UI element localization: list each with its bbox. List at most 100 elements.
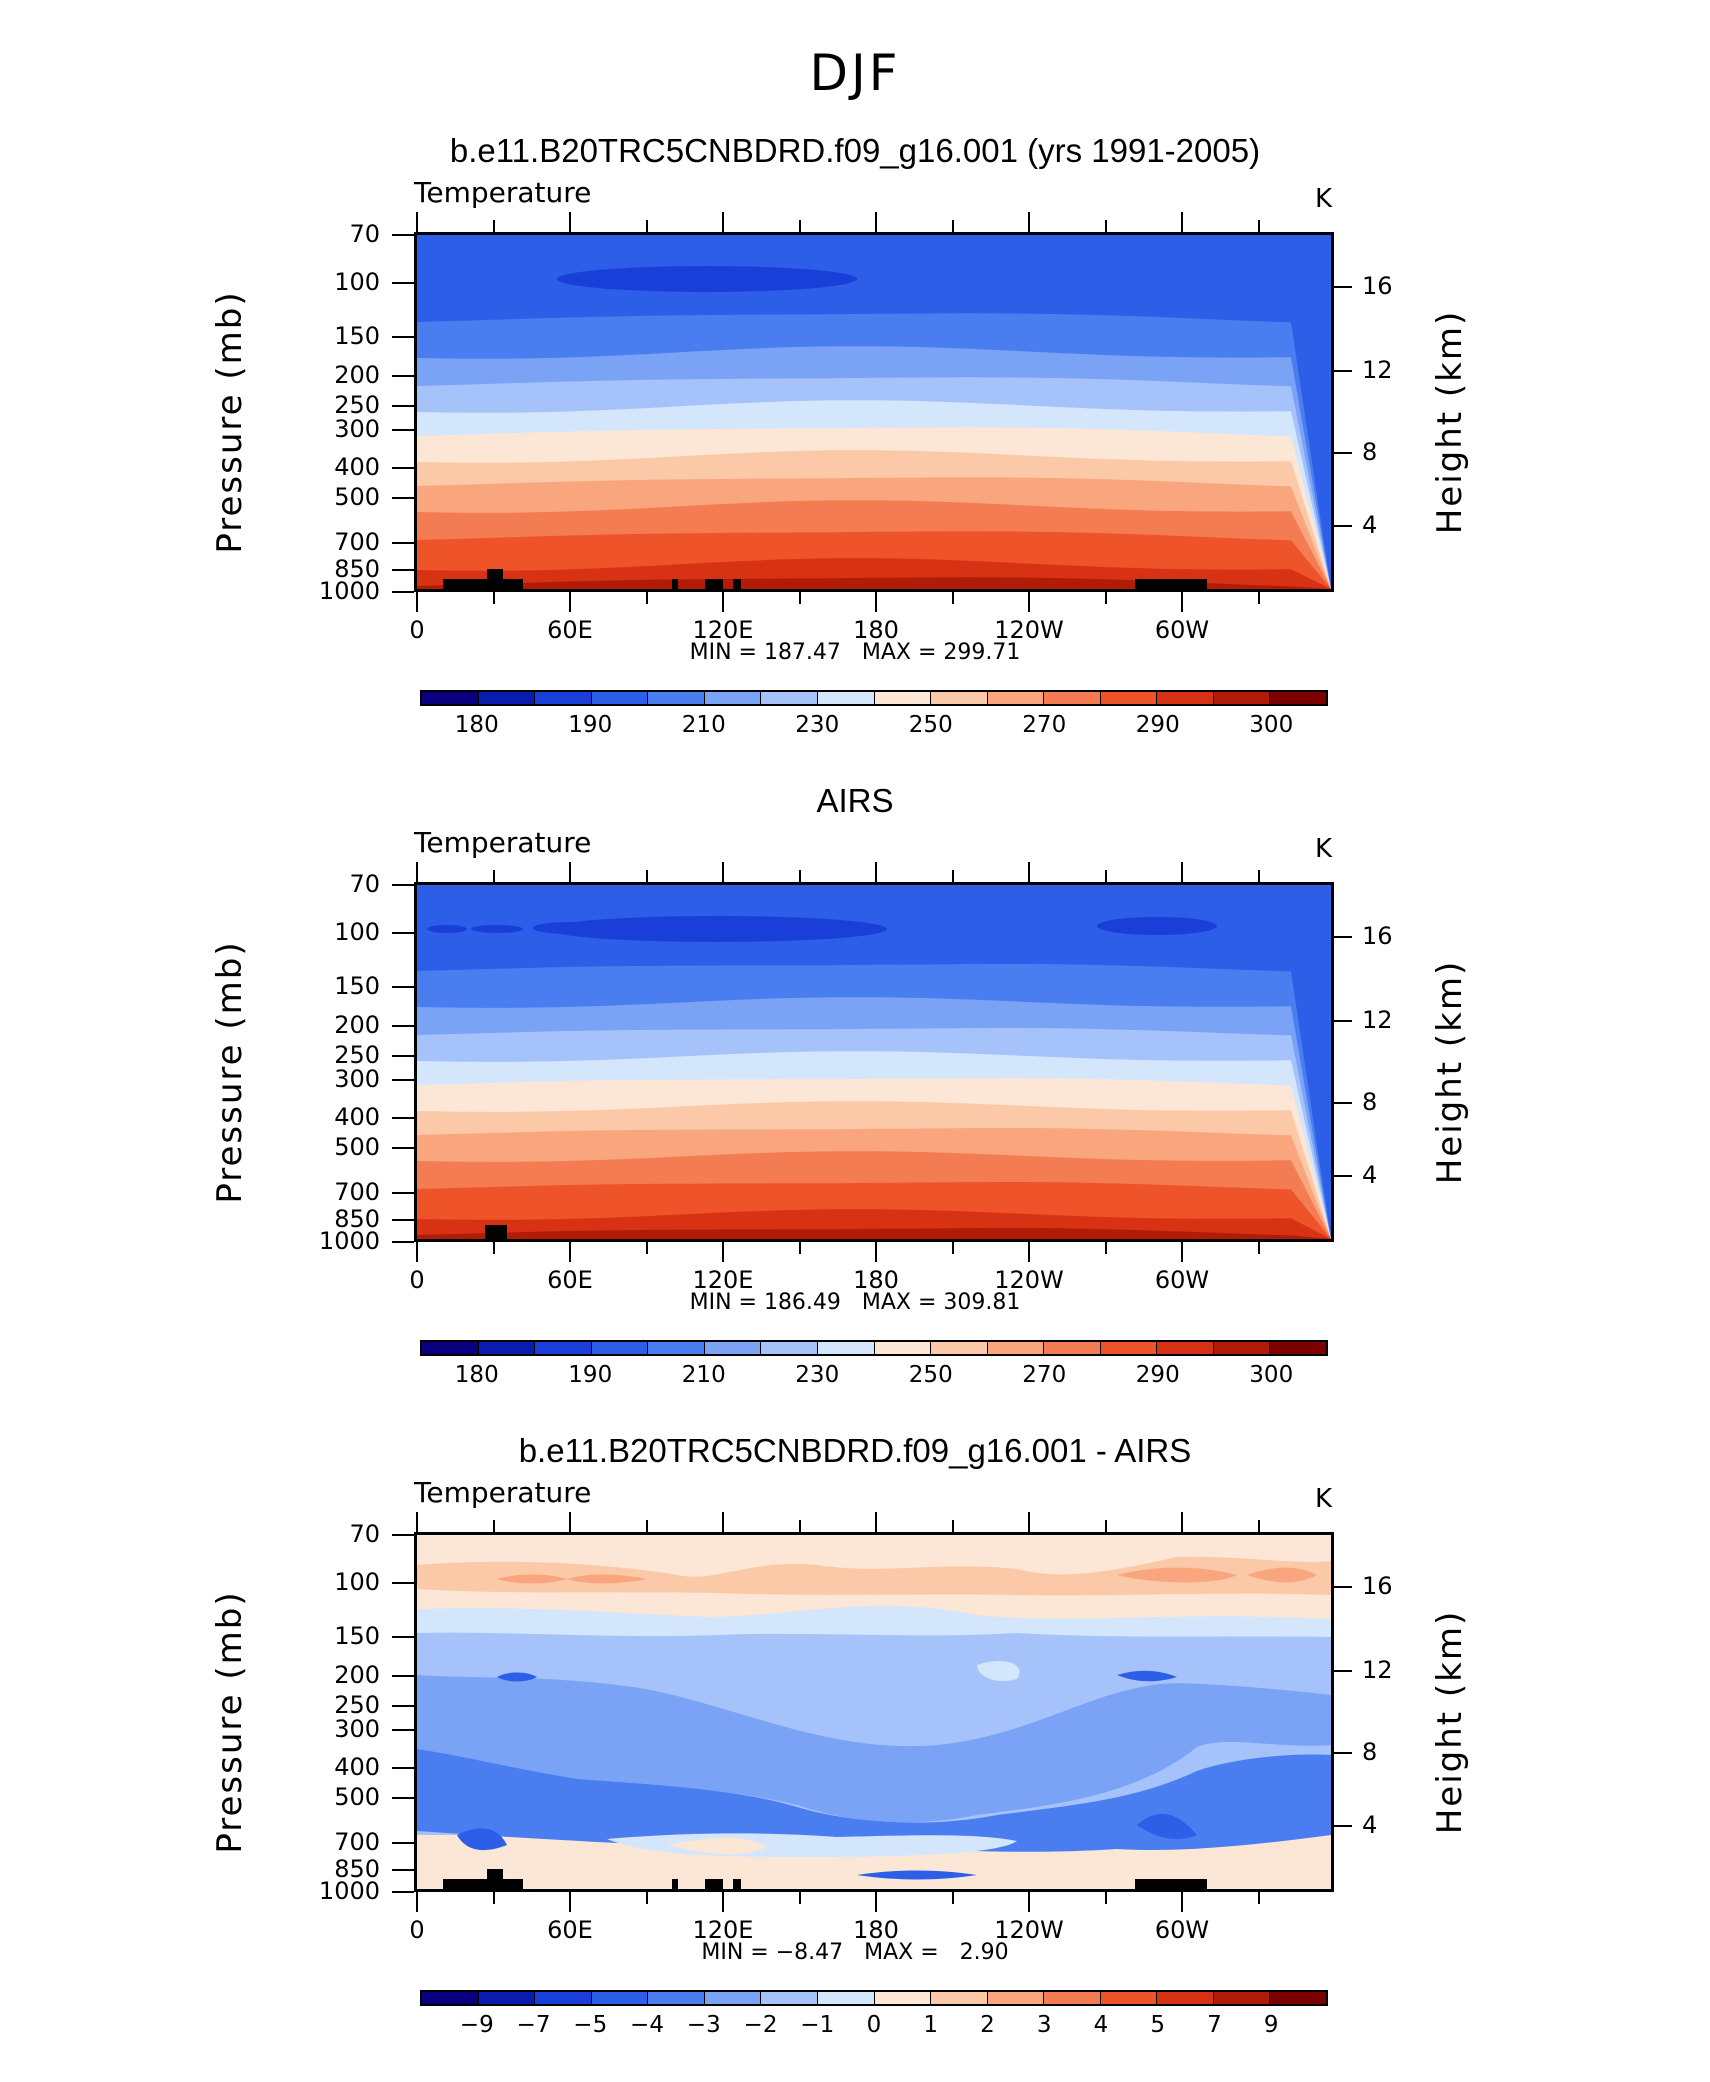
pressure-tick-label: 70	[349, 870, 380, 898]
pressure-tick-mark	[392, 1147, 414, 1149]
pressure-tick-mark	[392, 282, 414, 284]
contour-band	[667, 1837, 767, 1855]
colorbar-swatch	[1270, 692, 1326, 704]
longitude-tick-mark	[1257, 592, 1260, 604]
pressure-tick-label: 400	[334, 453, 380, 481]
colorbar-swatch	[987, 1992, 1045, 2004]
colorbar-swatch	[1157, 1342, 1214, 1354]
colorbar-swatch	[1270, 1992, 1326, 2004]
colorbar-tick-label: −3	[686, 2012, 721, 2038]
longitude-tick-mark	[416, 592, 418, 612]
longitude-tick-mark	[875, 1242, 877, 1262]
colorbar-tick-label: −7	[516, 2012, 551, 2038]
colorbar	[420, 1340, 1328, 1356]
topography-mask	[733, 1879, 741, 1889]
colorbar-swatch	[1100, 692, 1158, 704]
longitude-tick-mark	[1028, 1512, 1030, 1532]
colorbar-swatch	[1213, 1342, 1271, 1354]
longitude-tick-mark	[1181, 212, 1183, 232]
colorbar-tick-label: 1	[923, 2012, 939, 2038]
longitude-tick-label: 120E	[692, 616, 754, 644]
height-tick-mark	[1334, 1102, 1352, 1104]
longitude-tick-label: 120E	[692, 1916, 754, 1944]
longitude-tick-mark	[492, 592, 495, 604]
colorbar-swatch	[422, 1992, 479, 2004]
longitude-tick-mark	[798, 220, 801, 232]
longitude-tick-label: 120E	[692, 1266, 754, 1294]
colorbar-swatch	[874, 1992, 932, 2004]
pressure-tick-label: 850	[334, 1205, 380, 1233]
longitude-tick-mark	[951, 1892, 954, 1904]
longitude-tick-mark	[951, 1242, 954, 1254]
height-tick-mark	[1334, 936, 1352, 938]
panel-title: AIRS	[816, 782, 894, 819]
colorbar-tick-label: −5	[573, 2012, 608, 2038]
pressure-tick-mark	[392, 1079, 414, 1081]
colorbar-tick-label: 180	[454, 1362, 499, 1388]
longitude-tick-mark	[1181, 1242, 1183, 1262]
colorbar-swatch	[704, 1992, 762, 2004]
cold-pool-contour	[557, 266, 857, 292]
height-tick-label: 4	[1362, 1811, 1378, 1839]
colorbar-swatch	[535, 692, 592, 704]
pressure-tick-label: 1000	[318, 577, 380, 605]
height-tick-label: 12	[1362, 1006, 1393, 1034]
longitude-tick-mark	[1028, 1242, 1030, 1262]
longitude-tick-mark	[722, 1512, 724, 1532]
longitude-tick-mark	[645, 1892, 648, 1904]
y-axis-label-height: Height (km)	[1430, 959, 1470, 1185]
cold-pool-contour	[471, 925, 523, 933]
cold-pool-contour	[1097, 917, 1217, 935]
colorbar-tick-label: 300	[1249, 712, 1294, 738]
panel-model: b.e11.B20TRC5CNBDRD.f09_g16.001 (yrs 199…	[0, 132, 1710, 782]
longitude-tick-mark	[645, 592, 648, 604]
colorbar-swatch	[478, 1342, 536, 1354]
longitude-tick-label: 180	[853, 1266, 899, 1294]
colorbar-swatch	[535, 1342, 592, 1354]
units-label: K	[1315, 834, 1333, 864]
colorbar-tick-label: 2	[980, 2012, 995, 2038]
colorbar-swatch	[987, 1342, 1045, 1354]
pressure-tick-label: 200	[334, 361, 380, 389]
pressure-tick-label: 250	[334, 1691, 380, 1719]
colorbar-tick-label: 230	[795, 1362, 840, 1388]
pressure-tick-label: 150	[334, 1622, 380, 1650]
contour-band	[977, 1660, 1020, 1682]
longitude-tick-mark	[1257, 1520, 1260, 1532]
longitude-tick-label: 60W	[1154, 1916, 1210, 1944]
pressure-tick-label: 100	[334, 918, 380, 946]
pressure-tick-mark	[392, 884, 414, 886]
topography-mask	[487, 569, 503, 589]
longitude-tick-mark	[1181, 592, 1183, 612]
colorbar-tick-label: 4	[1093, 2012, 1109, 2038]
panel-airs: AIRS Temperature K Pressure (mb) Height (km)…	[0, 782, 1710, 1432]
contour-band	[417, 577, 1331, 589]
longitude-tick-mark	[1181, 1892, 1183, 1912]
topography-mask	[672, 1879, 678, 1889]
pressure-tick-label: 1000	[318, 1227, 380, 1255]
longitude-tick-mark	[492, 220, 495, 232]
colorbar-swatch	[1044, 1992, 1101, 2004]
colorbar-tick-label: 190	[568, 1362, 613, 1388]
longitude-tick-mark	[1028, 592, 1030, 612]
y-axis-label-pressure: Pressure (mb)	[210, 1590, 250, 1854]
longitude-tick-mark	[1028, 1892, 1030, 1912]
cold-pool-contour	[547, 916, 887, 942]
topography-mask	[485, 1225, 507, 1239]
cold-pool-contour	[533, 922, 601, 934]
pressure-tick-mark	[392, 569, 414, 571]
longitude-tick-mark	[722, 1242, 724, 1262]
colorbar-tick-label: 0	[866, 2012, 882, 2038]
longitude-tick-mark	[416, 212, 418, 232]
colorbar-tick-label: −9	[459, 2012, 494, 2038]
height-tick-label: 16	[1362, 1572, 1393, 1600]
panel-title: b.e11.B20TRC5CNBDRD.f09_g16.001 - AIRS	[518, 1432, 1192, 1469]
colorbar-swatch	[591, 1992, 649, 2004]
longitude-tick-mark	[798, 1242, 801, 1254]
contour-band	[417, 1675, 1331, 1823]
height-tick-label: 12	[1362, 1656, 1393, 1684]
contour-band	[417, 1556, 1331, 1596]
contour-plot	[414, 882, 1334, 1242]
colorbar-swatch	[422, 692, 479, 704]
pressure-tick-mark	[392, 497, 414, 499]
